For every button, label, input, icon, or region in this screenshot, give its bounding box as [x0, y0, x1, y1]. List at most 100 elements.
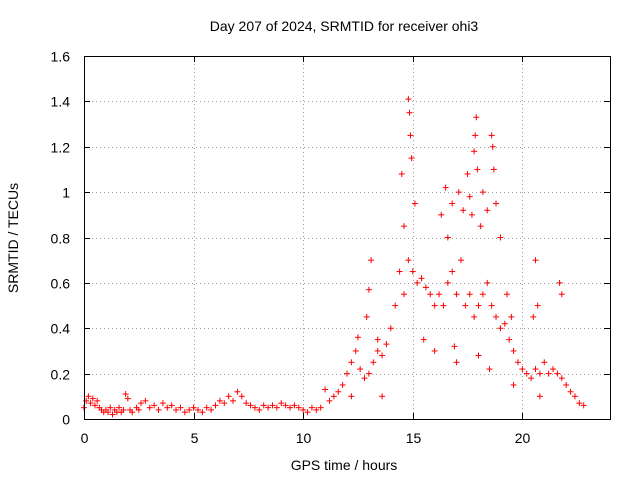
data-point [550, 366, 557, 373]
x-tick-label: 15 [406, 430, 422, 446]
data-point [536, 393, 543, 400]
data-point [444, 234, 451, 241]
data-point [260, 402, 267, 409]
data-point [460, 207, 467, 214]
data-point [300, 406, 307, 413]
data-point [151, 402, 158, 409]
data-point [335, 388, 342, 395]
data-points [81, 96, 587, 418]
data-point [317, 404, 324, 411]
data-point [528, 375, 535, 382]
data-point [208, 406, 215, 413]
data-point [348, 393, 355, 400]
data-point [554, 370, 561, 377]
data-point [326, 397, 333, 404]
data-point [291, 402, 298, 409]
data-point [313, 406, 320, 413]
data-point [484, 207, 491, 214]
plot-frame [84, 56, 611, 420]
data-point [348, 359, 355, 366]
data-point [374, 347, 381, 354]
data-point [556, 279, 563, 286]
data-point [475, 302, 482, 309]
data-point [247, 402, 254, 409]
y-tick-label: 0.8 [51, 231, 71, 247]
data-point [330, 393, 337, 400]
data-point [194, 406, 201, 413]
data-point [449, 200, 456, 207]
data-point [361, 375, 368, 382]
data-point [545, 370, 552, 377]
y-tick-label: 0 [62, 412, 70, 428]
data-point [438, 211, 445, 218]
data-point [440, 302, 447, 309]
data-point [105, 409, 112, 416]
data-point [400, 291, 407, 298]
data-point [269, 402, 276, 409]
data-point [287, 404, 294, 411]
data-point [278, 400, 285, 407]
x-tick-label: 20 [515, 430, 531, 446]
data-point [453, 359, 460, 366]
data-point [536, 370, 543, 377]
data-point [273, 404, 280, 411]
data-point [490, 166, 497, 173]
data-point [503, 291, 510, 298]
grid-layer [84, 56, 610, 419]
data-point [295, 404, 302, 411]
data-point [243, 400, 250, 407]
data-point [159, 400, 166, 407]
data-point [177, 404, 184, 411]
data-point [567, 388, 574, 395]
data-point [451, 343, 458, 350]
y-tick-label: 1.4 [51, 94, 71, 110]
data-point [407, 132, 414, 139]
data-point [558, 291, 565, 298]
y-tick-label: 0.4 [51, 321, 71, 337]
data-point [221, 400, 228, 407]
data-point [523, 370, 530, 377]
data-point [418, 275, 425, 282]
data-point [238, 393, 245, 400]
data-point [576, 400, 583, 407]
data-point [383, 341, 390, 348]
data-point [468, 211, 475, 218]
data-point [472, 132, 479, 139]
data-point [471, 313, 478, 320]
data-point [474, 166, 481, 173]
data-point [155, 406, 162, 413]
data-point [489, 143, 496, 150]
data-point [420, 336, 427, 343]
data-point [363, 313, 370, 320]
data-point [216, 397, 223, 404]
data-point [396, 268, 403, 275]
data-point [173, 406, 180, 413]
data-point [339, 381, 346, 388]
data-point [484, 279, 491, 286]
data-point [411, 200, 418, 207]
data-point [436, 291, 443, 298]
data-point [400, 223, 407, 230]
data-point [365, 370, 372, 377]
data-point [493, 313, 500, 320]
data-point [199, 409, 206, 416]
data-point [466, 193, 473, 200]
data-point [409, 268, 416, 275]
x-axis-label: GPS time / hours [291, 457, 398, 473]
x-tick-label: 5 [191, 430, 199, 446]
data-point [462, 302, 469, 309]
data-point [186, 406, 193, 413]
y-tick-label: 0.6 [51, 276, 71, 292]
data-point [352, 347, 359, 354]
data-point [449, 268, 456, 275]
data-point [230, 397, 237, 404]
data-point [431, 302, 438, 309]
data-point [510, 381, 517, 388]
y-tick-label: 1 [62, 185, 70, 201]
data-point [471, 148, 478, 155]
data-point [532, 366, 539, 373]
data-point [370, 359, 377, 366]
data-point [109, 411, 116, 418]
data-point [135, 406, 142, 413]
